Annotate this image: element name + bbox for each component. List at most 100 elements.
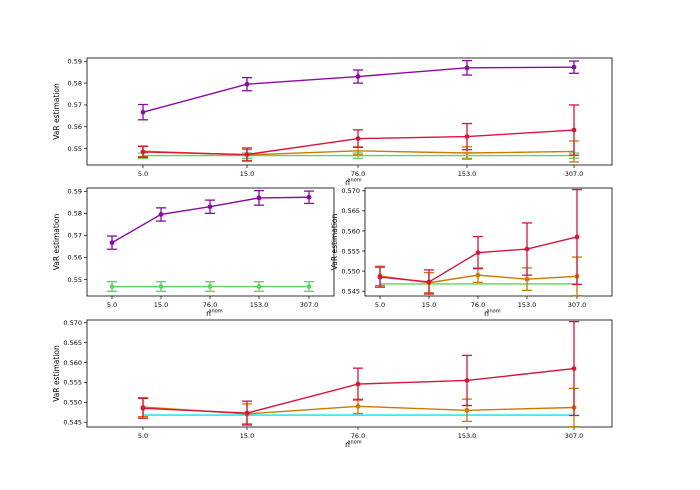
data-point [355, 403, 361, 409]
y-tick-label: 0.550 [341, 267, 360, 275]
data-point [109, 240, 115, 246]
x-tick-label: 15.0 [154, 301, 168, 309]
plot-frame [86, 187, 335, 297]
y-axis-label: VaR estimation [52, 345, 61, 402]
series-0 [107, 189, 314, 250]
data-point [464, 407, 470, 413]
data-point [524, 276, 530, 282]
series-1 [138, 104, 579, 162]
x-tick-label: 15.0 [422, 301, 436, 309]
data-point [571, 64, 577, 70]
x-tick-label: 153.0 [518, 301, 537, 309]
series-0 [138, 59, 579, 121]
data-point [140, 405, 146, 411]
y-tick-label: 0.55 [68, 276, 82, 284]
data-point [464, 134, 470, 140]
x-axis-label: n [484, 309, 489, 318]
data-point [256, 195, 262, 201]
data-point [464, 378, 470, 383]
x-tick-label: 307.0 [300, 301, 319, 309]
series-0 [138, 320, 579, 426]
plot-frame [86, 57, 613, 166]
x-tick-label: 76.0 [351, 170, 365, 178]
data-point [475, 250, 481, 256]
y-tick-label: 0.545 [341, 287, 360, 295]
x-tick-label: 307.0 [565, 432, 584, 440]
data-point [306, 284, 312, 289]
x-tick-label: 307.0 [565, 170, 584, 178]
y-axis-label: VaR estimation [330, 213, 339, 270]
y-tick-label: 0.57 [68, 101, 82, 109]
x-tick-label: 76.0 [203, 301, 217, 309]
y-tick-label: 0.555 [341, 247, 360, 255]
x-tick-label: 307.0 [568, 301, 587, 309]
data-point [571, 366, 577, 371]
y-tick-label: 0.545 [63, 419, 82, 427]
y-tick-label: 0.57 [68, 232, 82, 240]
y-tick-label: 0.560 [63, 359, 82, 367]
y-tick-label: 0.555 [63, 379, 82, 387]
x-axis-label: n [206, 309, 211, 318]
y-tick-label: 0.570 [341, 187, 360, 195]
y-tick-label: 0.565 [63, 339, 82, 347]
y-tick-label: 0.550 [63, 399, 82, 407]
x-axis-label-superscript: anom [486, 309, 500, 315]
data-point [377, 274, 383, 280]
data-point [140, 149, 146, 155]
series-0 [375, 188, 582, 295]
chart-panel-middle-right: 0.545 0.550 0.555 0.560 0.565 0.570 5.0 15.0 76.… [330, 187, 613, 318]
chart-panel-top: 0.55 0.56 0.57 0.58 0.59 5.0 15.0 76.0 153.0 307.… [52, 57, 613, 187]
data-point [464, 65, 470, 71]
data-point [244, 152, 250, 157]
x-axis-label: n [345, 440, 350, 449]
x-tick-label: 153.0 [250, 301, 269, 309]
series-1 [107, 281, 314, 293]
data-point [158, 212, 164, 217]
data-point [140, 109, 146, 115]
chart-panel-middle-left: 0.55 0.56 0.57 0.58 0.59 5.0 15.0 76.0 153.0 307.… [52, 187, 335, 318]
x-tick-label: 5.0 [107, 301, 117, 309]
x-axis-label-superscript: anom [208, 309, 222, 315]
y-axis-label: VaR estimation [52, 213, 61, 270]
y-tick-label: 0.59 [68, 58, 82, 66]
data-point [244, 81, 250, 87]
data-point [244, 410, 250, 416]
x-axis-label: n [345, 178, 350, 187]
y-tick-label: 0.570 [63, 319, 82, 327]
data-point [256, 284, 262, 289]
data-point [109, 284, 115, 289]
x-tick-label: 153.0 [458, 432, 477, 440]
y-tick-label: 0.56 [68, 123, 82, 131]
y-tick-label: 0.58 [68, 79, 82, 87]
plot-frame [86, 319, 613, 428]
data-point [426, 279, 432, 285]
data-point [306, 194, 312, 200]
data-point [571, 127, 577, 133]
data-point [355, 136, 361, 141]
y-tick-label: 0.55 [68, 145, 82, 153]
data-point [524, 246, 530, 252]
x-tick-label: 5.0 [138, 432, 148, 440]
x-tick-label: 5.0 [138, 170, 148, 178]
y-tick-label: 0.58 [68, 210, 82, 218]
x-axis-label-superscript: anom [347, 178, 361, 184]
x-tick-label: 153.0 [458, 170, 477, 178]
y-tick-label: 0.560 [341, 227, 360, 235]
chart-panel-bottom: 0.545 0.550 0.555 0.560 0.565 0.570 5.0 15.0 76.… [52, 319, 613, 449]
x-tick-label: 76.0 [471, 301, 485, 309]
x-tick-label: 15.0 [240, 432, 254, 440]
x-tick-label: 76.0 [351, 432, 365, 440]
plot-frame [364, 187, 613, 297]
y-tick-label: 0.59 [68, 188, 82, 196]
y-tick-label: 0.56 [68, 254, 82, 262]
data-point [207, 284, 213, 289]
x-axis-label-superscript: anom [347, 440, 361, 446]
y-tick-label: 0.565 [341, 207, 360, 215]
data-point [355, 381, 361, 387]
data-point [355, 74, 361, 79]
x-tick-label: 5.0 [375, 301, 385, 309]
x-tick-label: 15.0 [240, 170, 254, 178]
data-point [574, 234, 580, 240]
data-point [475, 272, 481, 278]
